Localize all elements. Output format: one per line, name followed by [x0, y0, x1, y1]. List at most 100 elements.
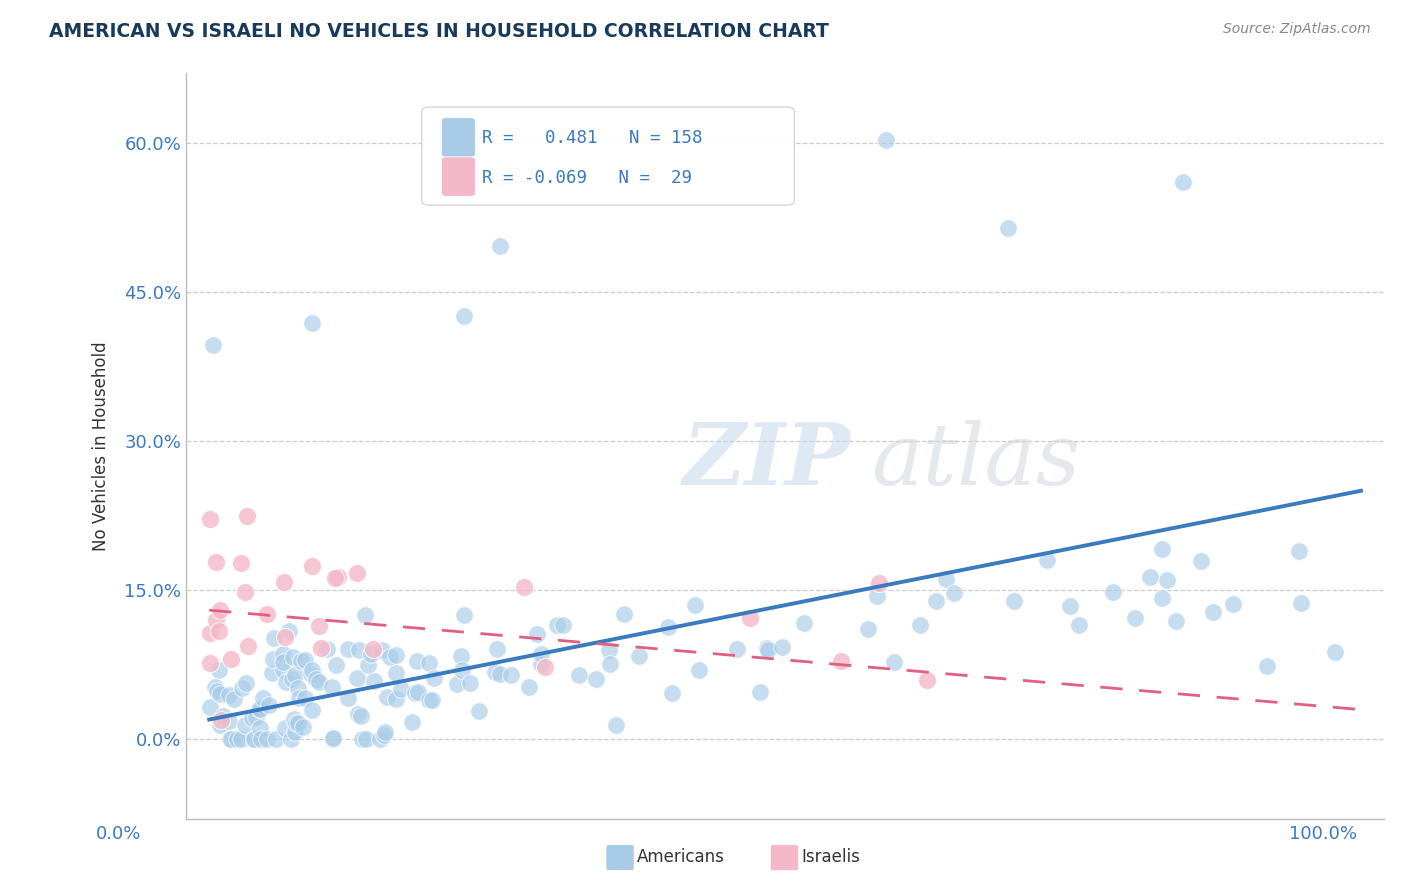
- Point: [235, 718, 257, 732]
- Point: [249, 701, 271, 715]
- Text: 100.0%: 100.0%: [1289, 825, 1357, 843]
- Point: [546, 617, 568, 632]
- Point: [883, 656, 905, 670]
- Point: [1139, 570, 1161, 584]
- Point: [420, 693, 443, 707]
- Point: [287, 681, 309, 695]
- Point: [201, 338, 224, 352]
- Point: [291, 720, 314, 734]
- Point: [1164, 615, 1187, 629]
- Point: [446, 676, 468, 690]
- Point: [488, 172, 510, 186]
- Point: [308, 674, 330, 689]
- Point: [1101, 585, 1123, 599]
- Point: [208, 687, 231, 701]
- Point: [553, 618, 575, 632]
- Point: [910, 618, 932, 632]
- Y-axis label: No Vehicles in Household: No Vehicles in Household: [93, 341, 110, 551]
- Point: [401, 714, 423, 729]
- Point: [688, 663, 710, 677]
- Point: [406, 654, 429, 668]
- Point: [683, 599, 706, 613]
- Point: [209, 713, 232, 727]
- Point: [250, 732, 273, 747]
- Point: [311, 641, 333, 656]
- Point: [404, 685, 426, 699]
- Text: ZIP: ZIP: [683, 419, 851, 503]
- Text: atlas: atlas: [872, 419, 1080, 502]
- Point: [256, 607, 278, 621]
- Point: [568, 668, 591, 682]
- Point: [219, 652, 242, 666]
- Point: [361, 642, 384, 657]
- Point: [657, 620, 679, 634]
- Point: [263, 631, 285, 645]
- Point: [628, 648, 651, 663]
- Point: [208, 603, 231, 617]
- Point: [356, 732, 378, 747]
- Point: [321, 680, 343, 694]
- Point: [468, 704, 491, 718]
- Point: [211, 708, 233, 723]
- Point: [943, 585, 966, 599]
- Point: [423, 671, 446, 685]
- Point: [280, 732, 302, 747]
- Point: [273, 574, 295, 589]
- Point: [371, 643, 394, 657]
- Point: [305, 672, 328, 686]
- Point: [385, 648, 408, 663]
- Point: [530, 647, 553, 661]
- Point: [613, 607, 636, 621]
- Point: [486, 641, 509, 656]
- Point: [875, 133, 897, 147]
- Point: [283, 712, 305, 726]
- Point: [262, 666, 284, 681]
- Point: [200, 700, 222, 714]
- Point: [252, 691, 274, 706]
- Point: [1059, 599, 1081, 613]
- Text: AMERICAN VS ISRAELI NO VEHICLES IN HOUSEHOLD CORRELATION CHART: AMERICAN VS ISRAELI NO VEHICLES IN HOUSE…: [49, 22, 830, 41]
- Point: [208, 624, 231, 638]
- Point: [385, 692, 408, 706]
- Point: [357, 657, 380, 672]
- Point: [200, 657, 222, 671]
- Point: [322, 732, 344, 747]
- Point: [209, 718, 232, 732]
- Point: [200, 626, 222, 640]
- Point: [350, 708, 373, 723]
- Point: [205, 555, 228, 569]
- Point: [264, 732, 287, 747]
- Point: [224, 691, 246, 706]
- Point: [273, 630, 295, 644]
- Point: [204, 680, 226, 694]
- Point: [1288, 543, 1310, 558]
- Point: [274, 674, 297, 689]
- Point: [1256, 659, 1278, 673]
- Point: [756, 640, 779, 655]
- Point: [287, 716, 309, 731]
- Point: [346, 672, 368, 686]
- Point: [661, 686, 683, 700]
- Point: [1123, 611, 1146, 625]
- Point: [533, 660, 555, 674]
- Text: R =   0.481   N = 158: R = 0.481 N = 158: [482, 129, 703, 147]
- Point: [294, 653, 316, 667]
- Point: [1289, 596, 1312, 610]
- Point: [233, 584, 256, 599]
- Point: [245, 710, 267, 724]
- Point: [1156, 573, 1178, 587]
- Point: [271, 663, 294, 677]
- Point: [262, 652, 284, 666]
- Point: [273, 655, 295, 669]
- Text: 0.0%: 0.0%: [96, 825, 141, 843]
- Point: [285, 716, 308, 731]
- Point: [229, 556, 252, 570]
- Text: R = -0.069   N =  29: R = -0.069 N = 29: [482, 169, 692, 186]
- Point: [259, 698, 281, 712]
- Point: [290, 654, 312, 668]
- Point: [368, 732, 391, 747]
- Point: [865, 589, 887, 603]
- Point: [243, 732, 266, 747]
- Point: [749, 684, 772, 698]
- Point: [1035, 553, 1057, 567]
